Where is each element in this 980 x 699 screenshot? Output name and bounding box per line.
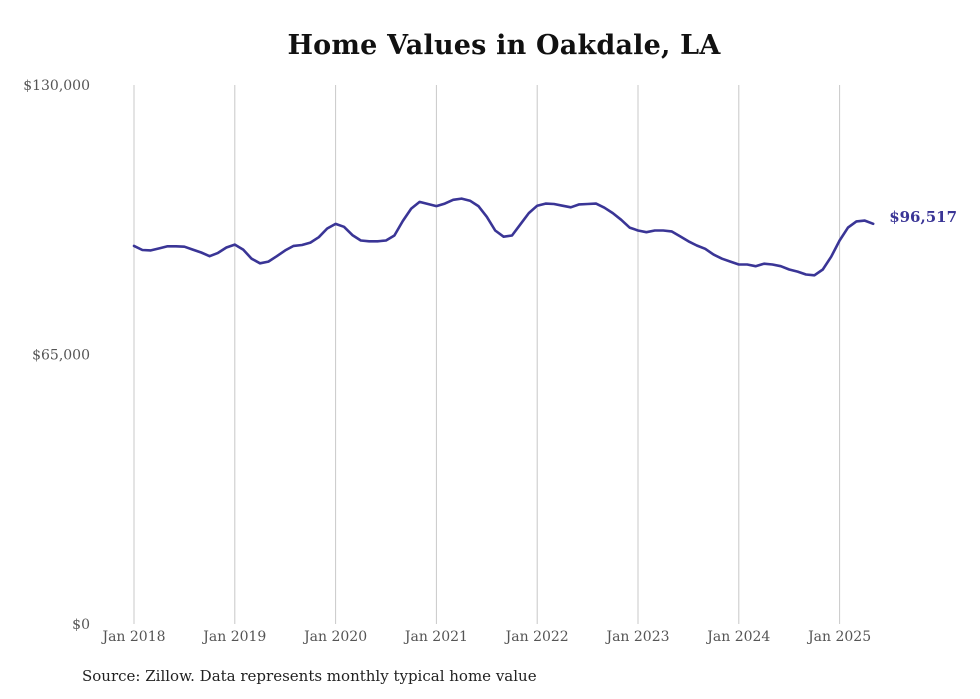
- y-tick-label: $130,000: [23, 78, 90, 94]
- series-line: [132, 197, 875, 277]
- end-value-label: $96,517: [889, 208, 957, 226]
- x-tick-label: Jan 2022: [504, 629, 569, 645]
- gridlines: [133, 85, 841, 624]
- x-tick-label: Jan 2023: [604, 629, 669, 645]
- x-tick-label: Jan 2025: [806, 629, 871, 645]
- y-axis-ticks: $0 $65,000 $130,000: [23, 78, 90, 633]
- x-tick-label: Jan 2021: [403, 629, 468, 645]
- y-tick-label: $65,000: [32, 348, 90, 364]
- x-axis-ticks: Jan 2018 Jan 2019 Jan 2020 Jan 2021 Jan 2022…: [100, 629, 871, 645]
- y-tick-label: $0: [72, 617, 90, 633]
- x-tick-label: Jan 2024: [705, 629, 770, 645]
- annotation-layer: $96,517: [889, 208, 957, 226]
- x-tick-label: Jan 2019: [201, 629, 266, 645]
- chart-title: Home Values in Oakdale, LA: [287, 30, 721, 61]
- series-layer: [132, 197, 875, 277]
- source-note: Source: Zillow. Data represents monthly …: [82, 667, 537, 685]
- x-tick-label: Jan 2020: [302, 629, 367, 645]
- x-tick-label: Jan 2018: [100, 629, 165, 645]
